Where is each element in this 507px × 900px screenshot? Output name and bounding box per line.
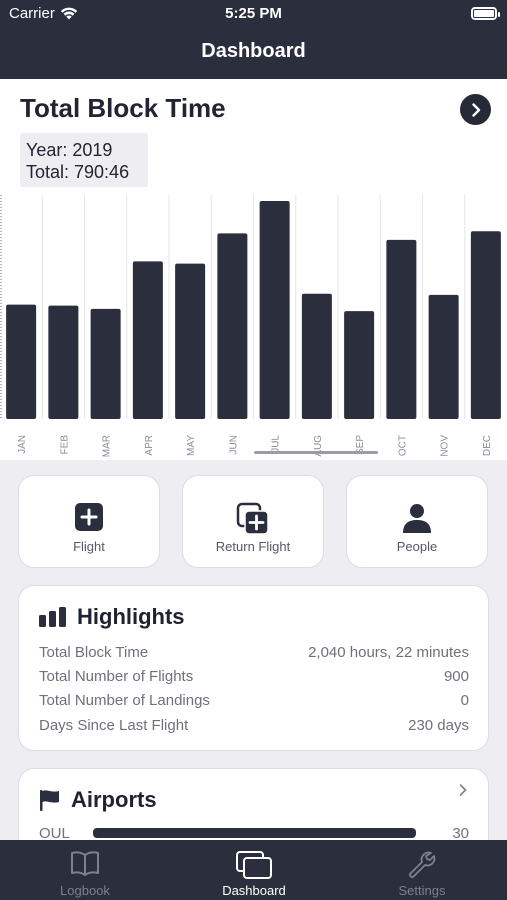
tab-dashboard[interactable]: Dashboard	[189, 840, 319, 900]
airport-count: 30	[452, 825, 469, 842]
bar-jan[interactable]	[6, 304, 37, 419]
year-label: Year: 2019	[26, 140, 113, 160]
highlight-value: 900	[443, 668, 469, 685]
add-flight-label: Flight	[73, 539, 105, 554]
nav-title: Dashboard	[201, 40, 306, 62]
highlight-value: 2,040 hours, 22 minutes	[308, 644, 469, 661]
bar-mar[interactable]	[90, 308, 121, 419]
x-tick-label: JAN	[17, 435, 28, 454]
bar-may[interactable]	[175, 263, 206, 419]
bar-nov[interactable]	[428, 294, 459, 419]
airports-chevron[interactable]	[458, 783, 468, 802]
x-tick-label: JUL	[271, 435, 282, 453]
battery-icon	[471, 7, 500, 20]
airport-bar	[93, 828, 416, 838]
x-tick-label: AUG	[313, 435, 324, 457]
highlight-label: Total Block Time	[39, 644, 149, 661]
bar-dec[interactable]	[470, 231, 501, 419]
highlight-label: Total Number of Flights	[39, 668, 194, 685]
highlight-row: Total Block Time 2,040 hours, 22 minutes	[39, 644, 469, 661]
x-tick-label: DEC	[482, 435, 493, 456]
highlight-label: Total Number of Landings	[39, 692, 210, 709]
x-tick-label: SEP	[355, 435, 366, 455]
wifi-icon	[60, 7, 78, 20]
x-tick-label: NOV	[440, 435, 451, 457]
tab-dashboard-label: Dashboard	[222, 883, 286, 898]
tab-logbook[interactable]: Logbook	[20, 840, 150, 900]
total-label: Total: 790:46	[26, 162, 130, 182]
x-tick-label: JUN	[228, 435, 239, 454]
status-time: 5:25 PM	[225, 5, 282, 22]
book-icon	[71, 851, 99, 876]
x-tick-label: FEB	[59, 435, 70, 455]
highlight-value: 0	[460, 692, 469, 709]
bar-oct[interactable]	[386, 239, 417, 419]
x-tick-label: OCT	[397, 435, 408, 456]
highlights-title: Highlights	[77, 604, 185, 629]
cards-icon	[236, 851, 272, 879]
top-bar: Carrier 5:25 PM Dashboard	[0, 0, 507, 79]
highlight-row: Total Number of Flights 900	[39, 668, 469, 685]
chart-title: Total Block Time	[20, 93, 226, 123]
chevron-right-icon	[471, 102, 480, 117]
highlight-label: Days Since Last Flight	[39, 717, 189, 734]
chart-next-button[interactable]	[460, 94, 491, 125]
add-return-flight-button[interactable]: Return Flight	[182, 475, 324, 568]
chevron-right-icon	[459, 784, 467, 796]
plus-square-icon	[75, 503, 103, 531]
carrier-label: Carrier	[9, 5, 55, 22]
scroll-indicator	[254, 451, 378, 454]
bar-apr[interactable]	[132, 261, 163, 419]
highlight-row: Total Number of Landings 0	[39, 692, 469, 709]
airports-header: Airports	[39, 787, 157, 813]
x-tick-label: MAR	[102, 435, 113, 457]
x-tick-label: MAY	[186, 435, 197, 456]
airport-row: OUL 30	[39, 825, 469, 843]
people-button[interactable]: People	[346, 475, 488, 568]
person-icon	[403, 504, 431, 533]
add-flight-button[interactable]: Flight	[18, 475, 160, 568]
bar-feb[interactable]	[48, 305, 79, 419]
tab-settings[interactable]: Settings	[357, 840, 487, 900]
add-return-flight-label: Return Flight	[215, 539, 291, 554]
x-tick-label: APR	[144, 435, 155, 456]
people-label: People	[396, 539, 438, 554]
tab-settings-label: Settings	[398, 883, 446, 898]
double-plus-square-icon	[236, 502, 269, 535]
year-total-box: Year: 2019 Total: 790:46	[20, 133, 148, 187]
block-time-chart-card[interactable]: Total Block Time Year: 2019 Total: 790:4…	[0, 79, 507, 460]
highlight-row: Days Since Last Flight 230 days	[39, 717, 469, 734]
bar-chart-icon	[39, 607, 66, 627]
highlight-value: 230 days	[408, 717, 469, 734]
bar-jun[interactable]	[217, 233, 248, 419]
tab-logbook-label: Logbook	[60, 883, 110, 898]
airport-code: OUL	[39, 825, 70, 842]
tab-bar: Logbook Dashboard Settings	[0, 840, 507, 900]
bar-aug[interactable]	[301, 293, 332, 419]
status-bar: Carrier 5:25 PM	[0, 0, 507, 30]
highlights-header: Highlights	[39, 604, 185, 630]
wrench-icon	[409, 851, 436, 878]
carrier: Carrier	[9, 5, 78, 22]
bar-chart[interactable]: JAN FEB MAR APR MAY JUN JUL AUG SEP OCT NOV DEC	[0, 195, 507, 457]
flag-icon	[40, 790, 59, 811]
bar-jul[interactable]	[259, 201, 290, 419]
highlights-card: Highlights Total Block Time 2,040 hours,…	[18, 585, 489, 751]
airports-title: Airports	[71, 787, 157, 812]
bar-sep[interactable]	[344, 311, 375, 419]
